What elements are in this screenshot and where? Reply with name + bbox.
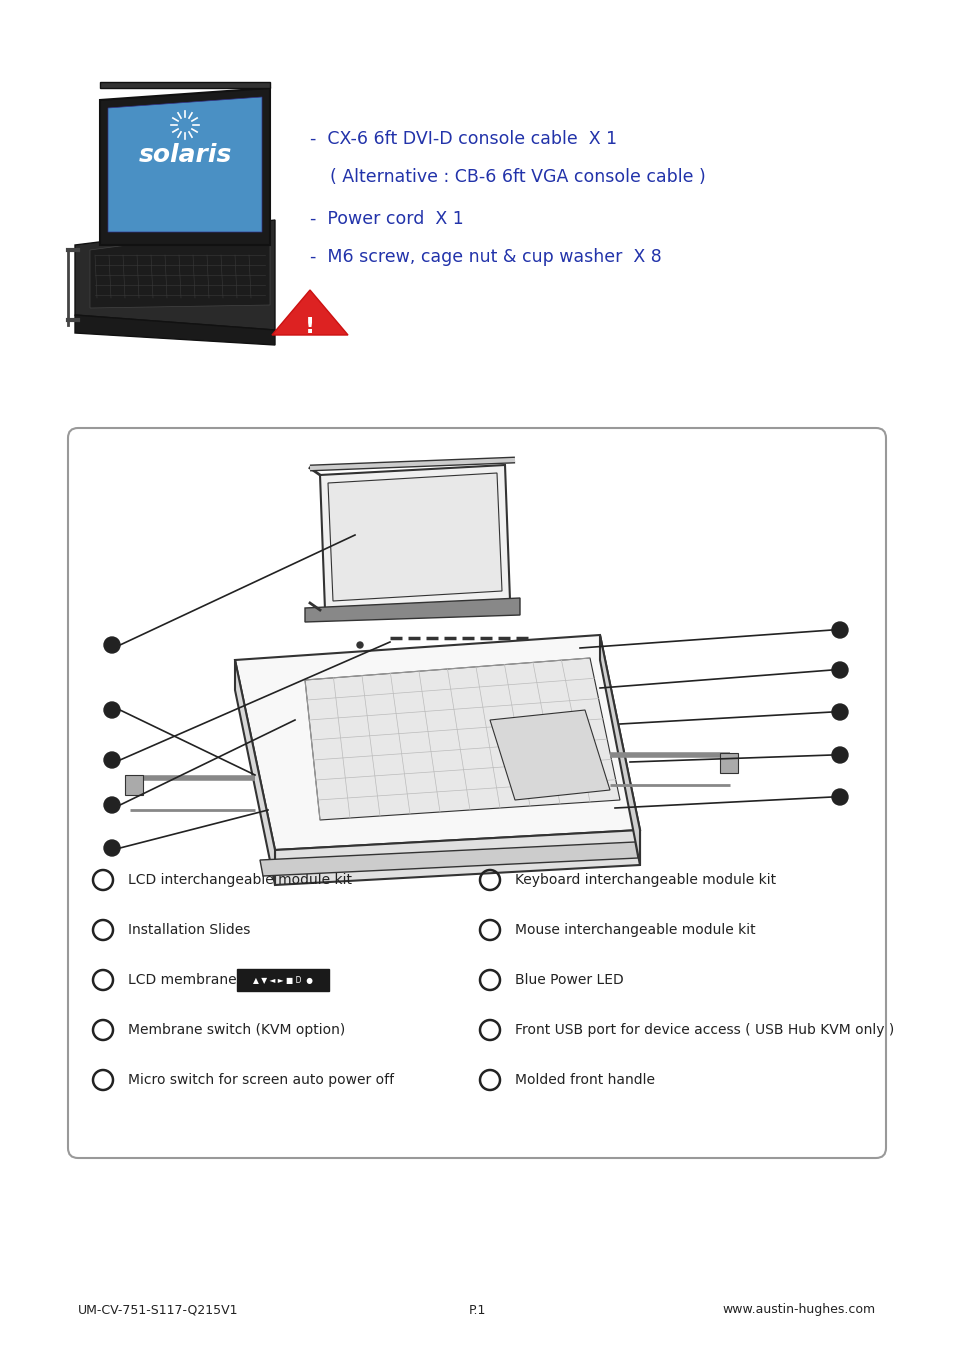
Text: -  M6 screw, cage nut & cup washer  X 8: - M6 screw, cage nut & cup washer X 8 xyxy=(310,248,661,266)
Circle shape xyxy=(104,796,120,813)
Polygon shape xyxy=(90,225,270,308)
Text: !: ! xyxy=(305,317,314,338)
FancyBboxPatch shape xyxy=(125,775,143,795)
Polygon shape xyxy=(599,634,639,865)
Polygon shape xyxy=(319,464,510,610)
Text: Blue Power LED: Blue Power LED xyxy=(515,973,623,987)
Polygon shape xyxy=(234,660,274,886)
FancyBboxPatch shape xyxy=(100,82,270,88)
Polygon shape xyxy=(328,472,501,601)
Circle shape xyxy=(104,840,120,856)
FancyBboxPatch shape xyxy=(236,969,329,991)
Polygon shape xyxy=(305,657,619,819)
Polygon shape xyxy=(305,598,519,622)
Polygon shape xyxy=(274,830,639,886)
Text: solaris: solaris xyxy=(138,143,232,167)
Text: Molded front handle: Molded front handle xyxy=(515,1073,655,1087)
FancyBboxPatch shape xyxy=(720,753,738,774)
Text: Installation Slides: Installation Slides xyxy=(128,923,250,937)
Text: Front USB port for device access ( USB Hub KVM only ): Front USB port for device access ( USB H… xyxy=(515,1023,893,1037)
Polygon shape xyxy=(100,88,270,244)
Text: Membrane switch (KVM option): Membrane switch (KVM option) xyxy=(128,1023,345,1037)
Circle shape xyxy=(104,752,120,768)
Circle shape xyxy=(104,637,120,653)
Text: ▲ ▼ ◄ ► ■ D  ●: ▲ ▼ ◄ ► ■ D ● xyxy=(253,976,313,984)
Text: Mouse interchangeable module kit: Mouse interchangeable module kit xyxy=(515,923,755,937)
Polygon shape xyxy=(260,842,638,876)
Polygon shape xyxy=(234,634,639,850)
Text: ( Alternative : CB-6 6ft VGA console cable ): ( Alternative : CB-6 6ft VGA console cab… xyxy=(330,167,705,186)
Text: -  Power cord  X 1: - Power cord X 1 xyxy=(310,211,463,228)
Text: P.1: P.1 xyxy=(468,1304,485,1316)
Text: www.austin-hughes.com: www.austin-hughes.com xyxy=(722,1304,875,1316)
Text: UM-CV-751-S117-Q215V1: UM-CV-751-S117-Q215V1 xyxy=(78,1304,238,1316)
Polygon shape xyxy=(75,315,274,346)
Text: LCD interchangeable module kit: LCD interchangeable module kit xyxy=(128,873,352,887)
Circle shape xyxy=(831,622,847,639)
Circle shape xyxy=(104,702,120,718)
Circle shape xyxy=(831,788,847,805)
Polygon shape xyxy=(108,97,262,232)
Text: Micro switch for screen auto power off: Micro switch for screen auto power off xyxy=(128,1073,394,1087)
Polygon shape xyxy=(272,290,348,335)
Circle shape xyxy=(831,747,847,763)
Circle shape xyxy=(831,703,847,720)
Polygon shape xyxy=(490,710,609,801)
FancyBboxPatch shape xyxy=(68,428,885,1158)
Text: LCD membrane: LCD membrane xyxy=(128,973,236,987)
Circle shape xyxy=(356,643,363,648)
Text: -  CX-6 6ft DVI-D console cable  X 1: - CX-6 6ft DVI-D console cable X 1 xyxy=(310,130,617,148)
Polygon shape xyxy=(75,220,274,329)
Circle shape xyxy=(831,662,847,678)
Text: Keyboard interchangeable module kit: Keyboard interchangeable module kit xyxy=(515,873,776,887)
